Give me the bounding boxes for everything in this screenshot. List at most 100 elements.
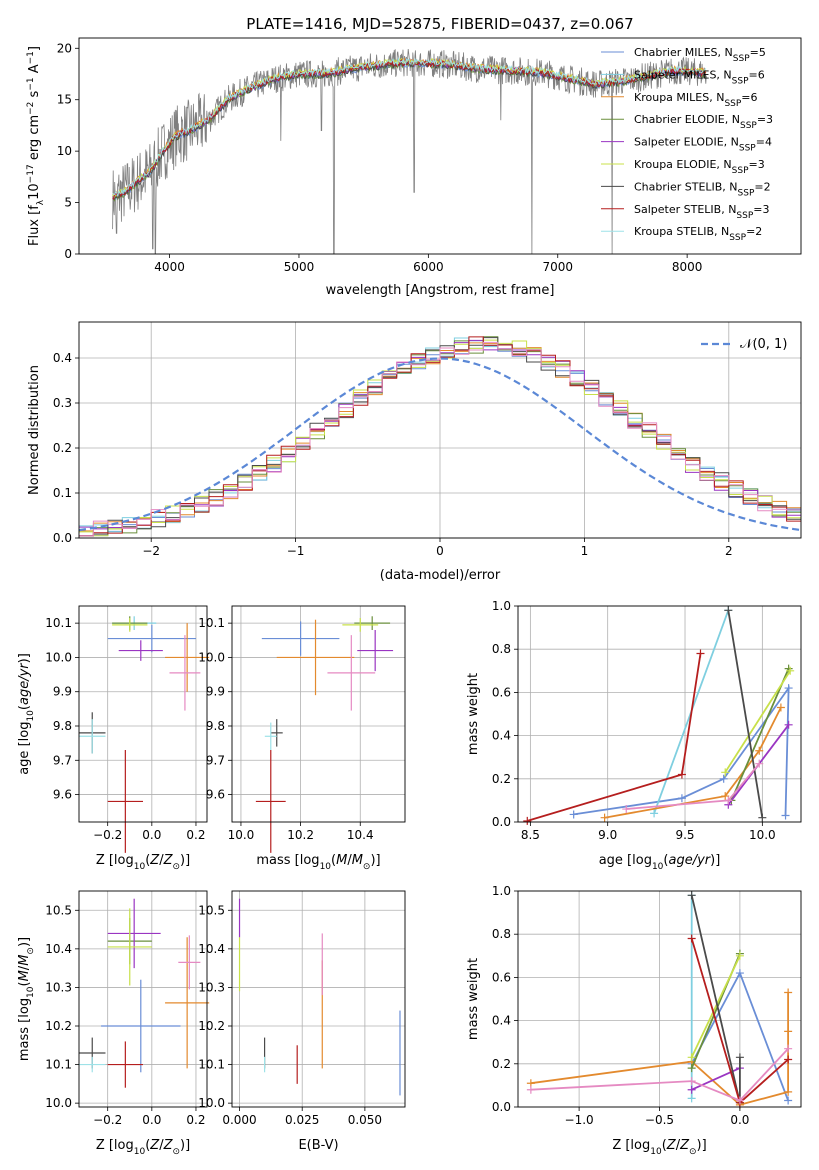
- y-tick-label: 0.0: [53, 531, 72, 545]
- y-axis-label: mass weight: [466, 958, 481, 1040]
- age_vs_mass-panel: 10.0 10.2 10.4 9.6 9.7 9.8 9.9 10.0 10.1 mass [lo…: [198, 605, 406, 872]
- y-tick-label: 10.3: [45, 980, 72, 994]
- x-tick-label: 4000: [154, 260, 185, 274]
- weight-point: [622, 805, 631, 814]
- x-tick-label: 9.0: [598, 828, 617, 842]
- y-tick-label: 10.0: [198, 1096, 225, 1110]
- y-tick-label: 10.4: [45, 942, 72, 956]
- x-tick-label: 10.4: [347, 828, 374, 842]
- y-tick-label: 10.1: [45, 1058, 72, 1072]
- weight-point: [650, 809, 659, 818]
- y-tick-label: 0.4: [492, 729, 511, 743]
- x-tick-label: 10.0: [228, 828, 255, 842]
- y-tick-label: 15: [57, 93, 72, 107]
- y-tick-label: 10.0: [198, 650, 225, 664]
- legend-entry: 𝒩(0, 1): [740, 337, 787, 352]
- weight-point: [687, 1053, 696, 1062]
- y-tick-label: 9.9: [53, 685, 72, 699]
- x-tick-label: 0.0: [730, 1113, 749, 1127]
- weight-point: [687, 1085, 696, 1094]
- x-tick-label: 0.2: [186, 1113, 205, 1127]
- x-axis-label: Z [log10(Z/Z⊙)]: [96, 853, 190, 872]
- legend-entry: Salpeter STELIB, NSSP=3: [634, 203, 770, 221]
- y-tick-label: 10.5: [45, 903, 72, 917]
- x-tick-label: 7000: [542, 260, 573, 274]
- weight-point: [719, 774, 728, 783]
- normal-curve: [78, 357, 802, 532]
- y-axis-label: mass [log10(M/M⊙)]: [17, 937, 36, 1061]
- y-tick-label: 10.2: [45, 1019, 72, 1033]
- x-tick-label: 8000: [672, 260, 703, 274]
- weight-point: [523, 816, 532, 825]
- weight-point: [784, 1087, 793, 1096]
- y-tick-label: 9.6: [53, 788, 72, 802]
- mass_vs_Z-panel: −0.2 0.0 0.2 10.0 10.1 10.2 10.3 10.4 10.5 Z [log…: [17, 890, 210, 1157]
- x-tick-label: −1.0: [565, 1113, 594, 1127]
- x-axis-label: E(B-V): [298, 1138, 338, 1153]
- axes-frame: [231, 890, 406, 1108]
- x-tick-label: 0.050: [348, 1113, 382, 1127]
- y-tick-label: 0.4: [492, 1014, 511, 1028]
- x-tick-label: 8.5: [521, 828, 540, 842]
- y-tick-label: 0.8: [492, 642, 511, 656]
- x-axis-label: mass [log10(M/M⊙)]: [256, 853, 380, 872]
- y-tick-label: 10.1: [198, 1058, 225, 1072]
- y-tick-label: 20: [57, 41, 72, 55]
- y-tick-label: 10.1: [198, 616, 225, 630]
- histogram-series: [79, 341, 801, 537]
- x-tick-label: −0.2: [93, 828, 122, 842]
- x-axis-label: (data-model)/error: [380, 568, 501, 583]
- x-tick-label: 6000: [413, 260, 444, 274]
- weight-point: [569, 810, 578, 819]
- y-tick-label: 0.0: [492, 815, 511, 829]
- y-tick-label: 0.2: [492, 772, 511, 786]
- age_vs_Z-panel: −0.2 0.0 0.2 9.6 9.7 9.8 9.9 10.0 10.1 Z [log10(Z…: [17, 605, 210, 872]
- y-tick-label: 10.2: [198, 1019, 225, 1033]
- y-tick-label: 9.6: [206, 788, 225, 802]
- weight-point: [724, 796, 733, 805]
- residuals-panel: −2 −1 0 1 2 0.0 0.1 0.2 0.3 0.4 𝒩(0, 1) (data-model…: [27, 321, 802, 583]
- axes-frame: [78, 890, 208, 1108]
- y-tick-label: 1.0: [492, 884, 511, 898]
- weight-point: [687, 1064, 696, 1073]
- weight-point: [724, 606, 733, 615]
- weight-point: [755, 759, 764, 768]
- weight-point: [758, 813, 767, 822]
- x-tick-label: −2: [142, 544, 160, 558]
- weight-point: [784, 1096, 793, 1105]
- x-tick-label: 0.0: [142, 1113, 161, 1127]
- weight-series-line: [730, 668, 790, 801]
- weight-point: [677, 770, 686, 779]
- y-tick-label: 9.8: [206, 719, 225, 733]
- weight-point: [784, 1055, 793, 1064]
- x-tick-label: 0.2: [186, 828, 205, 842]
- weight-series-line: [690, 955, 741, 1058]
- y-tick-label: 9.7: [53, 753, 72, 767]
- y-tick-label: 10.0: [45, 1096, 72, 1110]
- weight-point: [735, 969, 744, 978]
- weight-point: [721, 768, 730, 777]
- weight-point: [687, 1077, 696, 1086]
- x-axis-label: age [log10(age/yr)]: [599, 853, 721, 872]
- weight-series-line: [530, 992, 789, 1106]
- y-axis-label: Flux [fλ10−17 erg cm−2 s−1 A−1]: [26, 46, 46, 246]
- weight_vs_Z-panel: −1.0 −0.5 0.0 0.0 0.2 0.4 0.6 0.8 1.0 mass weight…: [466, 884, 802, 1157]
- weight-point: [677, 794, 686, 803]
- x-tick-label: 9.5: [675, 828, 694, 842]
- y-tick-label: 10.0: [45, 650, 72, 664]
- legend-entry: Kroupa ELODIE, NSSP=3: [634, 158, 765, 176]
- y-tick-label: 0.3: [53, 396, 72, 410]
- legend-entry: Chabrier STELIB, NSSP=2: [634, 180, 771, 198]
- axes-frame: [78, 605, 208, 823]
- weight-series-line: [604, 707, 782, 819]
- x-tick-label: 10.0: [749, 828, 776, 842]
- weight-point: [696, 649, 705, 658]
- y-tick-label: 0.2: [492, 1057, 511, 1071]
- weight-series-line: [530, 1048, 789, 1102]
- y-tick-label: 0.6: [492, 970, 511, 984]
- x-tick-label: −1: [287, 544, 305, 558]
- x-tick-label: 0.025: [285, 1113, 319, 1127]
- legend-entry: Salpeter MILES, NSSP=6: [634, 68, 765, 86]
- x-axis-label: wavelength [Angstrom, rest frame]: [326, 283, 555, 298]
- x-tick-label: 0.000: [222, 1113, 256, 1127]
